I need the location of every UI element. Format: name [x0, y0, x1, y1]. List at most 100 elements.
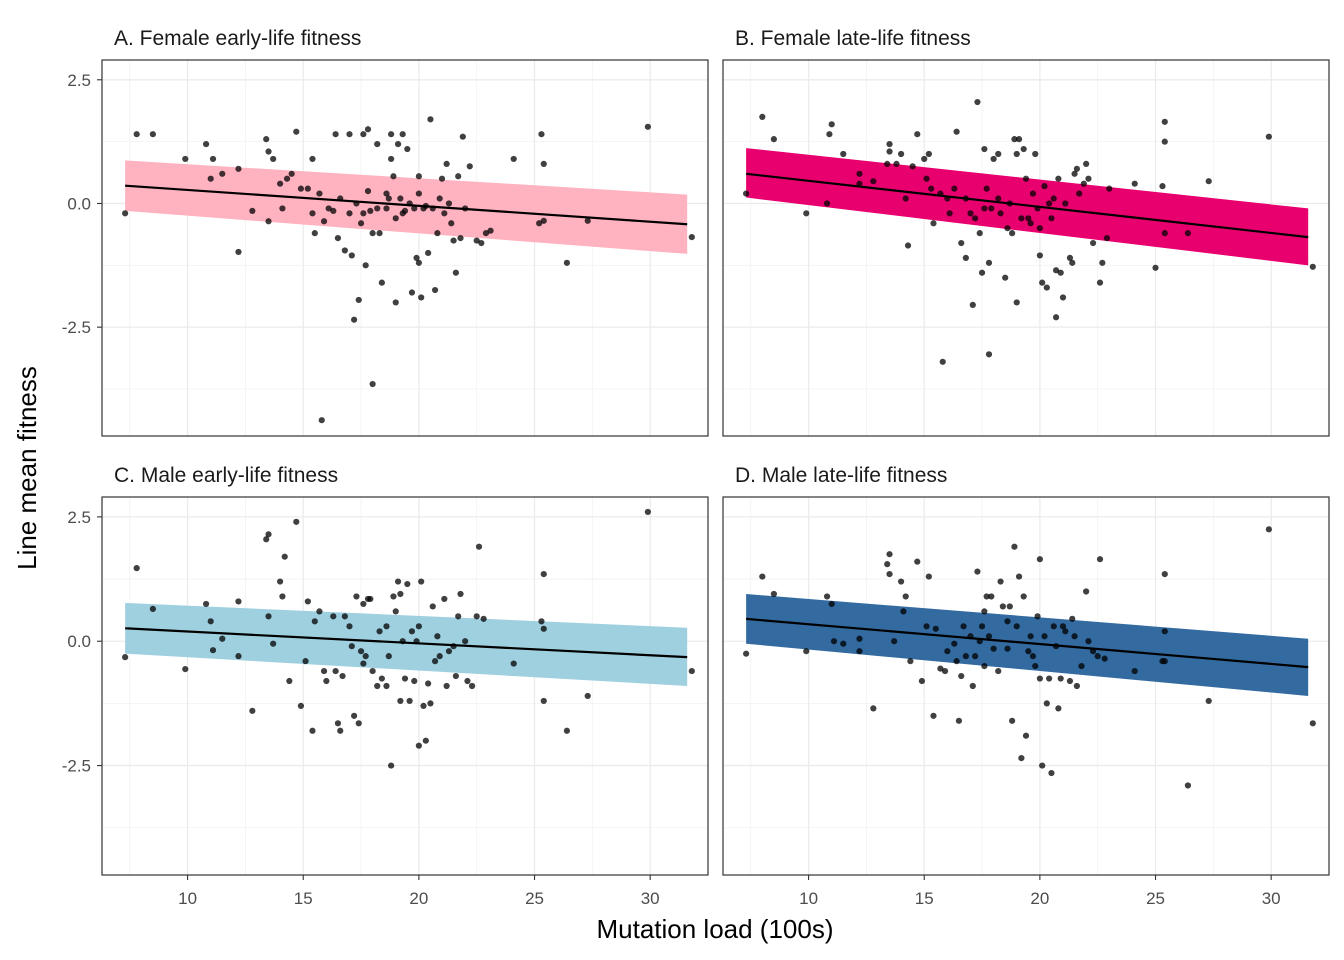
data-point [392, 608, 399, 615]
data-point [355, 720, 362, 727]
data-point [1057, 675, 1064, 682]
data-point [893, 160, 900, 167]
x-tick-label: 15 [915, 889, 934, 908]
data-point [743, 650, 750, 657]
data-point [999, 603, 1006, 610]
data-point [856, 170, 863, 177]
data-point [540, 625, 547, 632]
data-point [427, 116, 434, 123]
data-point [904, 242, 912, 249]
data-point [330, 207, 337, 214]
data-point [1013, 150, 1020, 158]
data-point [914, 558, 921, 565]
regression-line [746, 617, 1309, 669]
data-point [1039, 762, 1046, 769]
data-point [418, 294, 425, 301]
data-point [411, 677, 418, 685]
data-point [985, 633, 993, 640]
data-point [1076, 190, 1083, 197]
data-point [392, 215, 399, 222]
data-point [1018, 215, 1025, 222]
data-point [390, 593, 397, 600]
data-point [392, 299, 399, 306]
data-point [540, 160, 547, 167]
data-point [443, 160, 450, 167]
data-point [644, 508, 651, 516]
data-point [1080, 180, 1087, 187]
confidence-ribbon [125, 160, 688, 254]
data-point [1011, 543, 1018, 550]
data-point [923, 623, 930, 630]
data-point [420, 702, 427, 709]
data-point [235, 653, 242, 660]
data-point [944, 648, 951, 655]
panel-c: C. Male early-life fitness 2.5 0.0 -2.5 10 15… [62, 464, 709, 908]
data-point [348, 252, 355, 259]
data-point [1032, 150, 1039, 158]
data-point [270, 640, 277, 647]
data-point [1161, 138, 1168, 145]
data-point [1011, 136, 1018, 143]
data-point [480, 615, 487, 622]
data-point [369, 230, 376, 237]
data-point [288, 170, 295, 177]
panel-title: B. Female late-life fitness [735, 27, 971, 50]
data-point [475, 543, 483, 550]
data-point [325, 205, 332, 212]
panel-a: A. Female early-life fitness 2.5 0.0 -2.5 [62, 27, 709, 437]
data-point [1004, 645, 1011, 652]
data-point [376, 628, 383, 635]
data-point [374, 205, 381, 212]
data-point [360, 660, 367, 667]
data-point [902, 593, 909, 600]
data-point [1161, 628, 1168, 635]
regression-line [746, 172, 1309, 239]
data-point [406, 697, 413, 705]
data-point [1004, 618, 1011, 625]
data-point [921, 155, 928, 163]
data-point [482, 230, 490, 237]
data-point [969, 682, 976, 690]
data-point [856, 648, 863, 655]
data-point [297, 185, 305, 192]
data-point [455, 613, 462, 620]
panel-title: A. Female early-life fitness [114, 27, 361, 50]
panel-border [101, 59, 709, 437]
data-point [202, 141, 210, 148]
data-point [445, 648, 453, 655]
data-point [1066, 254, 1074, 261]
x-tick-label: 25 [1146, 889, 1165, 908]
data-point [932, 625, 939, 632]
data-point [320, 218, 328, 225]
data-point [357, 220, 365, 227]
data-point [976, 230, 983, 237]
data-point [770, 590, 777, 598]
data-point [978, 623, 986, 630]
data-point [1161, 118, 1168, 125]
data-point [1046, 200, 1053, 207]
data-point [1013, 623, 1020, 630]
data-point [1059, 294, 1067, 301]
data-point [1002, 274, 1009, 281]
data-point [348, 643, 355, 650]
data-point [1020, 593, 1027, 600]
data-point [1159, 183, 1166, 190]
data-point [900, 608, 907, 615]
data-point [925, 573, 932, 580]
data-point [304, 598, 311, 605]
data-point [443, 682, 450, 690]
data-point [1055, 705, 1062, 712]
data-point [182, 665, 189, 673]
data-point [462, 638, 469, 645]
data-point [983, 593, 990, 600]
data-point [309, 727, 316, 734]
y-tick-label: -2.5 [62, 757, 91, 776]
data-point [411, 205, 418, 212]
data-point [540, 697, 547, 705]
data-point [448, 220, 455, 227]
data-point [1004, 225, 1011, 232]
data-point [1309, 263, 1316, 270]
data-point [357, 648, 365, 655]
data-point [355, 296, 362, 304]
